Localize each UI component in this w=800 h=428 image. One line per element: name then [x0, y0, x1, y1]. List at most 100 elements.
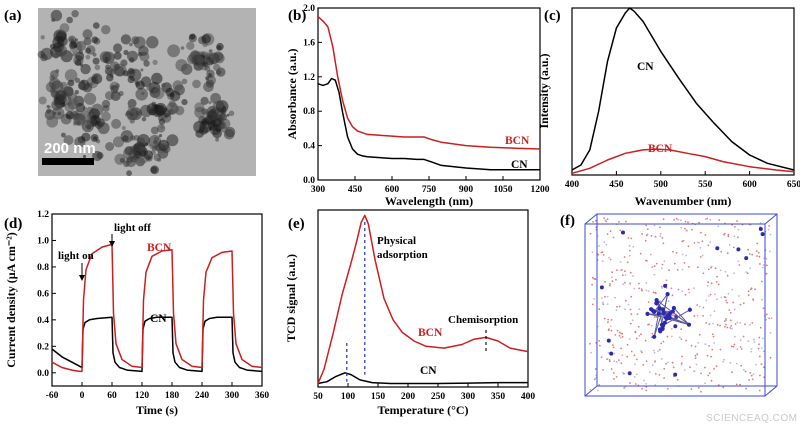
solvent-molecule — [714, 293, 716, 296]
plot-frame — [317, 7, 541, 181]
tem-particle — [111, 118, 122, 129]
tem-particle — [99, 51, 112, 63]
tem-particle — [101, 99, 111, 109]
solvent-molecule — [728, 244, 731, 246]
arrowhead-light-on — [79, 275, 85, 281]
panel-label: (b) — [288, 8, 306, 24]
solvent-molecule — [653, 349, 655, 352]
solvent-molecule — [608, 359, 611, 361]
solvent-molecule — [604, 219, 607, 222]
solvent-molecule — [675, 252, 678, 254]
solvent-molecule — [629, 382, 631, 384]
tem-particle — [200, 96, 209, 105]
x-tick-label: 360 — [255, 391, 270, 401]
tem-particle — [69, 37, 74, 43]
panel-e-tpd-chart: (e) 50 100 150 200 250 300 350 400 Temperature (°… — [284, 209, 535, 417]
tem-particle — [222, 106, 226, 110]
tem-particle — [137, 137, 146, 146]
tem-particle — [226, 113, 230, 117]
tem-particle — [120, 130, 134, 143]
solvent-molecule — [616, 329, 619, 332]
solvent-molecule — [696, 266, 699, 269]
solvent-molecule — [633, 376, 636, 378]
solvent-molecule — [701, 240, 704, 243]
solvent-molecule — [707, 374, 710, 377]
solvent-molecule — [753, 338, 755, 341]
solvent-molecule — [671, 314, 674, 317]
tem-particle — [202, 61, 208, 68]
tem-particle — [105, 64, 111, 70]
solvent-molecule — [694, 354, 697, 357]
annotation-light-off: light off — [114, 222, 151, 234]
solvent-molecule — [639, 252, 642, 255]
solvent-molecule — [765, 257, 768, 260]
solvent-molecule — [700, 231, 702, 234]
solvent-molecule — [659, 235, 662, 238]
solvent-molecule — [733, 343, 736, 346]
solvent-molecule — [657, 350, 659, 353]
tem-particle — [127, 98, 137, 108]
solvent-molecule — [739, 322, 742, 324]
cluster-atom — [670, 309, 675, 314]
scale-bar-label: 200 nm — [44, 140, 96, 157]
solvent-molecule — [629, 282, 631, 284]
solvent-molecule — [621, 354, 624, 357]
solvent-molecule — [627, 303, 630, 306]
solvent-molecule — [712, 322, 714, 325]
solvent-molecule — [746, 272, 749, 275]
tem-particle — [106, 73, 114, 82]
solvent-molecule — [693, 242, 696, 244]
solvent-molecule — [642, 364, 645, 366]
solvent-molecule — [626, 343, 629, 346]
solvent-molecule — [634, 363, 636, 366]
tem-particle — [166, 134, 179, 147]
solvent-molecule — [709, 218, 712, 221]
solvent-molecule — [729, 319, 732, 322]
x-tick-label: 550 — [698, 180, 713, 190]
annotation-physical: Physical — [377, 235, 416, 247]
solvent-molecule — [681, 240, 683, 243]
solvent-molecule — [670, 328, 673, 330]
central-cluster — [645, 292, 693, 339]
series-label-bcn: BCN — [418, 327, 443, 339]
tem-particle — [52, 107, 65, 120]
solvent-molecule — [666, 388, 669, 390]
solvent-molecule — [734, 226, 736, 228]
solvent-molecule — [727, 292, 730, 295]
solvent-molecule — [616, 305, 618, 308]
solvent-molecule — [591, 276, 594, 279]
scale-bar — [42, 158, 94, 165]
solvent-molecule — [765, 272, 768, 275]
x-tick-label: 250 — [431, 392, 446, 402]
solvent-molecule — [763, 366, 765, 369]
solvent-molecule — [660, 285, 663, 288]
cluster-atom — [652, 309, 657, 314]
solvent-molecule — [751, 322, 754, 324]
solvent-molecule — [762, 307, 765, 310]
solvent-molecule — [712, 335, 715, 338]
solvent-molecule — [628, 338, 631, 340]
solvent-molecule — [706, 284, 709, 287]
solvent-molecule — [641, 387, 643, 390]
solvent-molecule — [695, 363, 698, 366]
solvent-molecule — [629, 271, 632, 274]
solvent-molecule — [758, 389, 761, 392]
x-tick-label: 300 — [225, 391, 240, 401]
tem-particle — [94, 64, 101, 71]
solvent-molecule — [715, 281, 718, 283]
solvent-molecule — [698, 333, 701, 336]
solvent-molecule — [719, 324, 721, 327]
tem-particle — [181, 99, 188, 106]
solvent-molecule — [685, 254, 688, 257]
solvent-molecule — [760, 363, 763, 365]
solvent-molecule — [610, 329, 613, 332]
solvent-molecule — [630, 313, 633, 316]
x-tick-label: 240 — [195, 391, 210, 401]
panel-a-label: (a) — [4, 8, 22, 24]
solvent-molecule — [765, 264, 768, 267]
tem-particle — [92, 52, 97, 57]
solvent-molecule — [762, 266, 764, 269]
solvent-molecule — [768, 225, 770, 227]
solvent-molecule — [722, 386, 725, 389]
